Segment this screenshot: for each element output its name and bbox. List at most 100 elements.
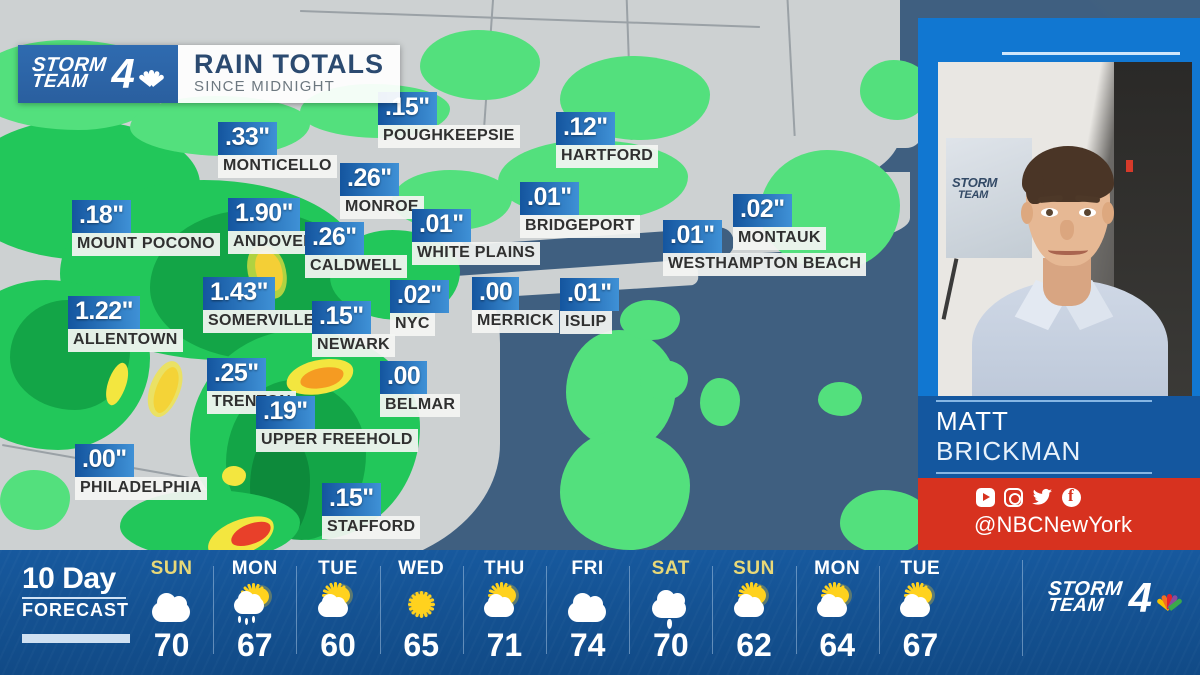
radar-cell [560,430,690,550]
forecast-day[interactable]: TUE 60 [296,558,379,670]
rain-total-city: BELMAR [380,394,461,417]
youtube-icon[interactable] [976,488,995,507]
twitter-icon[interactable] [1032,488,1053,507]
weather-icon-showers [648,584,694,629]
rain-total-city: SOMERVILLE [203,310,320,333]
weather-icon-rain-sun [232,582,278,625]
rain-total-value: .00 [472,277,520,310]
forecast-title-block: 10 Day FORECAST [22,564,134,643]
weather-icon-partly-sunny [481,581,527,624]
forecast-day[interactable]: MON 67 [213,558,296,670]
forecast-day[interactable]: MON 64 [795,558,879,670]
radar-cell-heavy [222,466,246,486]
rain-total-city: UPPER FREEHOLD [256,429,418,452]
presenter-nameplate: MATT BRICKMAN [918,396,1200,478]
team-text-bottom: TEAM [1047,595,1106,617]
rain-total-label: .18" MOUNT POCONO [72,200,220,256]
presenter-neck [1043,258,1091,306]
rain-total-city: ALLENTOWN [68,329,183,352]
rain-total-city: WESTHAMPTON BEACH [663,253,867,276]
radar-cell [420,30,540,100]
forecast-title-line1: 10 Day [22,562,116,595]
rain-total-value: .26" [305,222,364,255]
presenter-eye-right [1079,208,1096,217]
rain-total-label: .33" MONTICELLO [218,122,337,178]
rain-total-value: .01" [560,278,619,311]
rain-total-label: .02" NYC [390,280,449,336]
presenter-last-name: BRICKMAN [936,436,1082,466]
radar-cell [700,378,740,426]
rain-total-label: .01" BRIDGEPORT [520,182,640,238]
presenter-mouth [1048,244,1088,255]
rain-total-value: .00" [75,444,134,477]
forecast-high-temp: 70 [653,627,689,663]
forecast-day[interactable]: WED 65 [379,558,463,670]
rain-total-city: MERRICK [472,310,559,333]
presenter-ear-right [1102,202,1114,224]
rain-total-label: .15" NEWARK [312,301,395,357]
rain-total-city: PHILADELPHIA [75,477,207,500]
rain-total-value: .00 [380,361,428,394]
forecast-day[interactable]: FRI 74 [546,558,629,670]
weather-icon-cloudy [565,584,611,624]
forecast-high-temp: 70 [153,627,190,663]
nbc-peacock-icon [138,61,165,87]
rain-total-city: NYC [390,313,435,336]
channel-number: 4 [111,50,135,98]
facebook-icon[interactable] [1062,486,1081,507]
rain-total-value: .01" [520,182,579,215]
studio-signage: STORM TEAM [946,138,1032,258]
forecast-day-label: THU [483,558,525,579]
rain-total-value: .19" [256,396,315,429]
radar-cell [840,490,930,550]
forecast-day[interactable]: SUN 62 [712,558,795,670]
cloud-shape [831,597,845,610]
forecast-day-label: SUN [733,558,775,579]
forecast-day-label: MON [231,558,278,579]
rain-total-value: .15" [322,483,381,516]
instagram-icon[interactable] [1004,488,1023,507]
forecast-day-label: MON [814,558,861,579]
page-subtitle: SINCE MIDNIGHT [194,77,335,95]
forecast-high-temp: 62 [736,627,772,663]
forecast-day[interactable]: SUN 70 [130,558,213,670]
channel-number-bottom: 4 [1128,574,1152,621]
social-icon-row [976,486,1081,507]
presenter-video-feed[interactable]: STORM TEAM [938,62,1192,402]
forecast-day[interactable]: TUE 67 [878,558,962,670]
storm-team-4-logo: STORM TEAM 4 [18,45,178,103]
rain-total-city: MONTICELLO [218,155,337,178]
rain-total-label: .12" HARTFORD [556,112,659,168]
forecast-day[interactable]: THU 71 [462,558,546,670]
forecast-day[interactable]: SAT 70 [629,558,712,670]
rain-total-label: .00 BELMAR [380,361,461,417]
weather-icon-partly-sunny [897,581,943,624]
forecast-divider [1022,560,1024,656]
nameplate-rule-bottom [936,472,1152,474]
rain-total-value: .15" [312,301,371,334]
presenter-first-name: MATT [936,406,1009,436]
social-handle[interactable]: @NBCNewYork [974,512,1133,537]
rain-total-value: .25" [207,358,266,391]
forecast-high-temp: 74 [569,627,606,663]
forecast-day-label: TUE [900,558,941,579]
presenter-ear-left [1021,202,1033,224]
forecast-high-temp: 60 [320,627,356,663]
rain-total-value: .18" [72,200,131,233]
rain-total-label: 1.22" ALLENTOWN [68,296,183,352]
radar-cell [620,300,680,340]
rain-total-label: .01" WHITE PLAINS [412,209,541,265]
rain-total-label: .02" MONTAUK [733,194,826,250]
rain-total-city: MONROE [340,196,424,219]
forecast-days: SUN 70 MON 67 TUE 60 WED 65 THU 71 FRI 74 SAT 70 SUN 62… [130,558,962,670]
forecast-title-rule [22,597,126,599]
rain-total-city: POUGHKEEPSIE [378,125,520,148]
rain-total-label: 1.43" SOMERVILLE [203,277,320,333]
presenter-eye-left [1041,208,1058,217]
forecast-day-label: TUE [318,558,358,579]
forecast-day-label: FRI [571,558,604,579]
rain-total-label: .00" PHILADELPHIA [75,444,207,500]
weather-icon-partly-sunny [814,581,860,624]
rain-total-value: .01" [663,220,722,253]
